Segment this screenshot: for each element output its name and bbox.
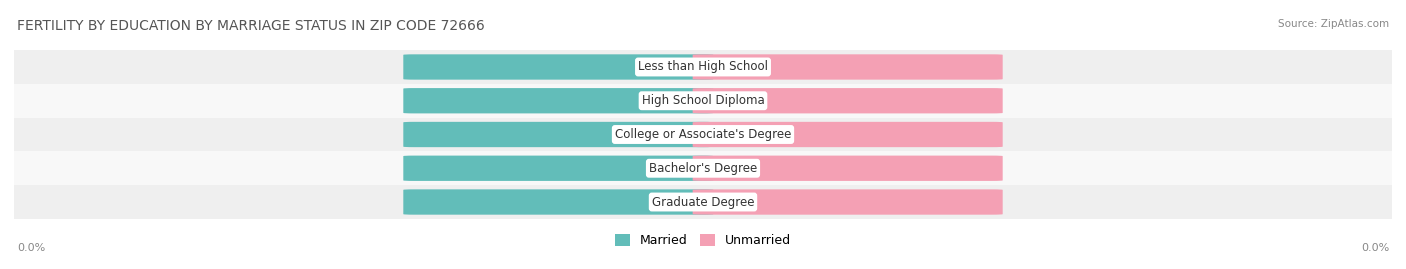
Bar	[14, 84, 1392, 118]
Text: 0.0%: 0.0%	[724, 163, 754, 173]
Bar	[14, 151, 1392, 185]
Text: 0.0%: 0.0%	[724, 62, 754, 72]
FancyBboxPatch shape	[693, 54, 1002, 80]
Text: College or Associate's Degree: College or Associate's Degree	[614, 128, 792, 141]
Text: FERTILITY BY EDUCATION BY MARRIAGE STATUS IN ZIP CODE 72666: FERTILITY BY EDUCATION BY MARRIAGE STATU…	[17, 19, 485, 33]
FancyBboxPatch shape	[404, 54, 713, 80]
Text: 0.0%: 0.0%	[724, 197, 754, 207]
Text: 0.0%: 0.0%	[724, 96, 754, 106]
Bar	[14, 185, 1392, 219]
Text: 0.0%: 0.0%	[652, 163, 682, 173]
Bar	[14, 118, 1392, 151]
Text: 0.0%: 0.0%	[652, 129, 682, 140]
FancyBboxPatch shape	[404, 189, 713, 215]
Text: 0.0%: 0.0%	[724, 129, 754, 140]
Text: Graduate Degree: Graduate Degree	[652, 196, 754, 208]
Text: 0.0%: 0.0%	[652, 96, 682, 106]
Text: High School Diploma: High School Diploma	[641, 94, 765, 107]
FancyBboxPatch shape	[404, 155, 713, 181]
Text: Source: ZipAtlas.com: Source: ZipAtlas.com	[1278, 19, 1389, 29]
Text: 0.0%: 0.0%	[17, 243, 45, 253]
Text: 0.0%: 0.0%	[1361, 243, 1389, 253]
FancyBboxPatch shape	[404, 88, 713, 114]
Legend: Married, Unmarried: Married, Unmarried	[610, 229, 796, 252]
Text: Bachelor's Degree: Bachelor's Degree	[650, 162, 756, 175]
FancyBboxPatch shape	[404, 122, 713, 147]
Text: Less than High School: Less than High School	[638, 61, 768, 73]
Bar	[14, 50, 1392, 84]
FancyBboxPatch shape	[693, 88, 1002, 114]
FancyBboxPatch shape	[693, 155, 1002, 181]
FancyBboxPatch shape	[693, 122, 1002, 147]
Text: 0.0%: 0.0%	[652, 197, 682, 207]
FancyBboxPatch shape	[693, 189, 1002, 215]
Text: 0.0%: 0.0%	[652, 62, 682, 72]
